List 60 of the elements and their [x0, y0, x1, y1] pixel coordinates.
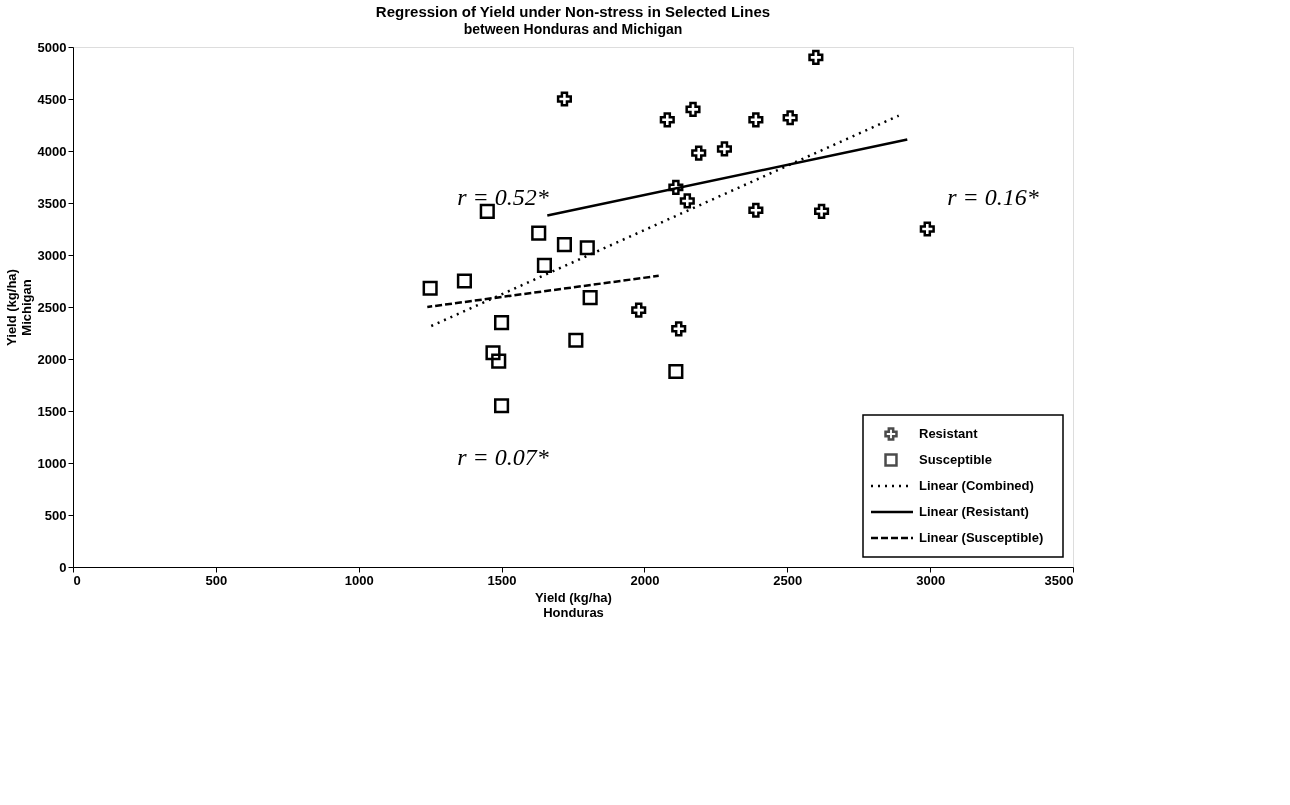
y-tick-label: 500	[44, 507, 67, 523]
point	[679, 193, 695, 209]
y-tick-label: 4500	[37, 91, 67, 107]
point	[685, 101, 701, 117]
point	[494, 315, 510, 331]
x-tick-label: 500	[205, 572, 228, 588]
legend-label: Linear (Resistant)	[919, 504, 1029, 519]
y-tick-label: 2000	[37, 351, 67, 367]
point	[491, 353, 507, 369]
y-tick-label: 1000	[37, 455, 67, 471]
point	[531, 225, 547, 241]
x-tick-label: 1000	[344, 572, 374, 588]
y-tick-label: 4000	[37, 143, 67, 159]
x-axis-title: Yield (kg/ha) Honduras	[535, 589, 612, 620]
point	[556, 237, 572, 253]
point	[668, 179, 684, 195]
y-tick-label: 3500	[37, 195, 67, 211]
legend-label: Linear (Susceptible)	[919, 530, 1044, 545]
y-tick-label: 0	[59, 559, 67, 575]
x-tick-label: 3500	[1044, 572, 1074, 588]
y-tick-label: 3000	[37, 247, 67, 263]
point	[536, 257, 552, 273]
x-tick-label: 2500	[773, 572, 803, 588]
point	[808, 49, 824, 65]
point	[919, 221, 935, 237]
point	[748, 202, 764, 218]
point	[659, 112, 675, 128]
point	[582, 290, 598, 306]
point	[814, 203, 830, 219]
y-tick-label: 1500	[37, 403, 67, 419]
legend-label: Resistant	[919, 426, 979, 441]
point	[716, 141, 732, 157]
legend-label: Susceptible	[919, 452, 992, 467]
point	[456, 273, 472, 289]
y-axis-title: Yield (kg/ha) Michigan	[3, 269, 34, 346]
y-tick-label: 5000	[37, 39, 67, 55]
chart-title: Regression of Yield under Non-stress in Selected Lines	[375, 3, 771, 20]
legend-label: Linear (Combined)	[919, 478, 1034, 493]
point	[748, 112, 764, 128]
point	[494, 398, 510, 414]
x-tick-label: 3000	[916, 572, 946, 588]
point	[479, 203, 495, 219]
point	[631, 302, 647, 318]
point	[556, 91, 572, 107]
y-tick-label: 2500	[37, 299, 67, 315]
point	[579, 240, 595, 256]
point	[485, 345, 501, 361]
point	[568, 332, 584, 348]
point	[422, 280, 438, 296]
x-tick-label: 2000	[630, 572, 660, 588]
annotation: r = 0.16*	[947, 183, 1039, 210]
chart-subtitle: between Honduras and Michigan	[463, 21, 683, 37]
point	[691, 145, 707, 161]
annotation: r = 0.07*	[457, 443, 549, 470]
point	[782, 110, 798, 126]
x-tick-label: 1500	[487, 572, 517, 588]
point	[668, 363, 684, 380]
point	[671, 321, 687, 337]
x-tick-label: 0	[73, 572, 81, 588]
annotation: r = 0.52*	[457, 183, 549, 210]
